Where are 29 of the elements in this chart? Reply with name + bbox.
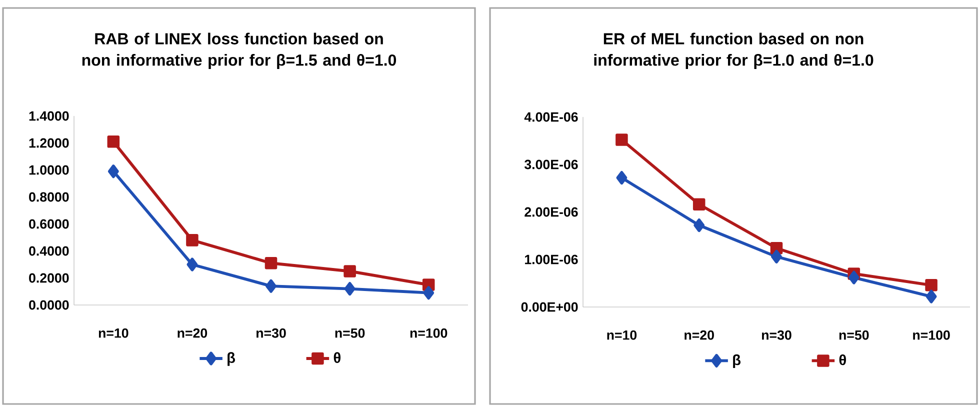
x-tick-label: n=100: [913, 330, 950, 340]
x-tick-label: n=50: [335, 328, 365, 338]
x-tick-label: n=50: [839, 330, 869, 340]
x-tick-label: n=10: [607, 330, 637, 340]
legend-label: θ: [839, 354, 846, 366]
y-tick-label: 0.00E+00: [521, 302, 578, 312]
y-tick-label: 0.2000: [29, 273, 69, 283]
y-tick-label: 0.6000: [29, 219, 69, 229]
x-tick-label: n=30: [762, 330, 792, 340]
y-tick-label: 1.00E-06: [525, 254, 578, 264]
y-tick-label: 0.8000: [29, 192, 69, 202]
y-tick-label: 2.00E-06: [524, 207, 578, 217]
y-tick-label: 3.00E-06: [524, 160, 578, 170]
legend-label: θ: [334, 352, 340, 363]
x-tick-label: n=20: [178, 328, 208, 338]
y-tick-label: 0.4000: [29, 246, 69, 256]
chart-title: ER of MEL function based on non informative prior for β=1.0 and θ=1.0: [594, 32, 874, 69]
x-tick-label: n=30: [256, 328, 286, 338]
y-tick-label: 4.00E-06: [524, 112, 578, 122]
x-tick-label: n=10: [98, 328, 128, 338]
x-tick-label: n=20: [684, 330, 714, 340]
legend-label: β: [228, 352, 236, 366]
y-tick-label: 1.0000: [29, 165, 69, 175]
legend-label: β: [733, 354, 741, 368]
y-tick-label: 1.2000: [29, 138, 69, 148]
y-tick-label: 0.0000: [29, 300, 69, 310]
chart-title: RAB of LINEX loss function based on non informative prior for β=1.5 and θ=1.0: [82, 32, 396, 69]
x-tick-label: n=100: [410, 328, 448, 338]
y-tick-label: 1.4000: [29, 111, 69, 121]
